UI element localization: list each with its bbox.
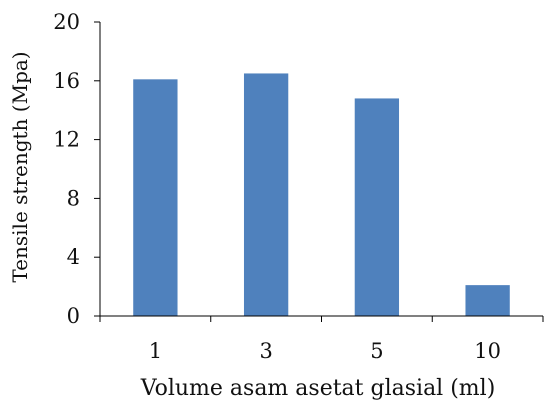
y-axis-title: Tensile strength (Mpa) — [8, 51, 32, 282]
x-tick-label: 3 — [259, 339, 272, 363]
x-tick-label: 5 — [370, 339, 383, 363]
axes-layer — [94, 21, 544, 322]
y-tick-label: 8 — [67, 186, 80, 210]
bar-10 — [465, 285, 510, 316]
bar-1 — [133, 79, 178, 316]
bar-5 — [354, 98, 400, 316]
y-tick-label: 20 — [53, 10, 80, 34]
bar-3 — [243, 73, 289, 316]
x-tick-label: 1 — [149, 339, 162, 363]
tick-labels-layer: 1 3 5 10 0 4 8 12 16 20 — [53, 10, 501, 363]
y-tick-label: 4 — [67, 245, 80, 269]
bars-layer — [133, 73, 510, 316]
x-tick-label: 10 — [474, 339, 501, 363]
x-axis-title: Volume asam asetat glasial (ml) — [140, 376, 496, 401]
y-tick-label: 12 — [53, 128, 80, 152]
y-tick-label: 0 — [67, 304, 80, 328]
y-tick-label: 16 — [53, 69, 80, 93]
